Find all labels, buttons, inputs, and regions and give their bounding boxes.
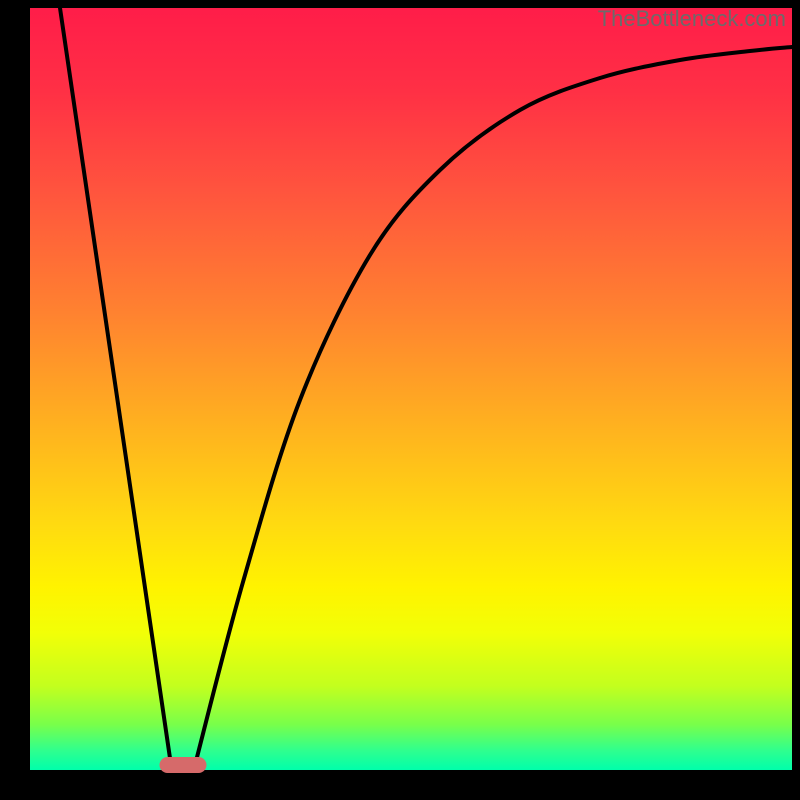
optimal-marker	[160, 757, 207, 773]
watermark-text: TheBottleneck.com	[598, 6, 786, 32]
chart-container: TheBottleneck.com	[0, 0, 800, 800]
bottleneck-chart	[0, 0, 800, 800]
plot-area-background	[30, 8, 792, 770]
